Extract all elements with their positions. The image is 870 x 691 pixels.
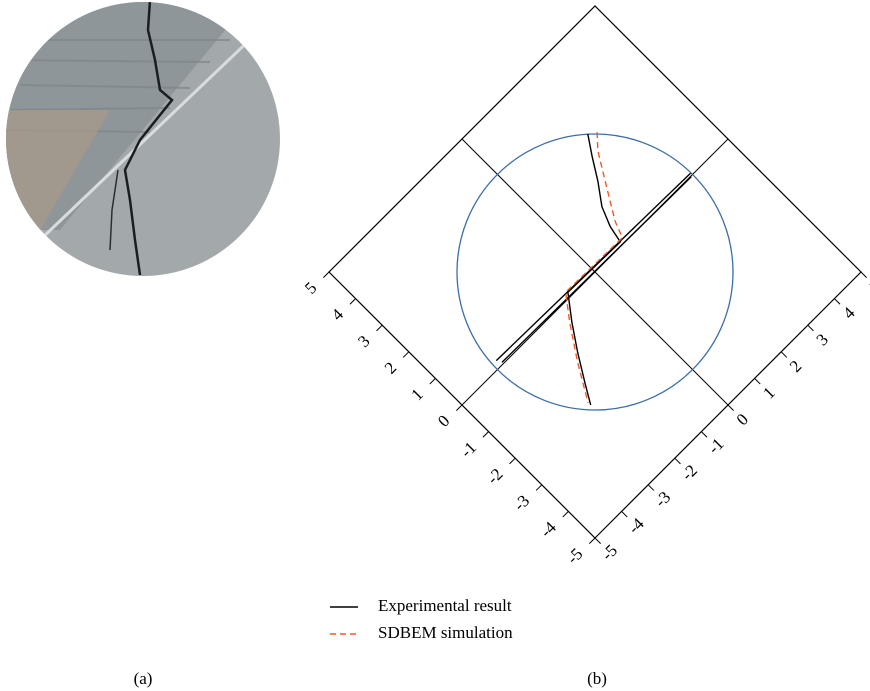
x-tick-label: -2 bbox=[678, 461, 701, 484]
panel-label: (a) bbox=[134, 669, 153, 688]
y-tick bbox=[456, 405, 462, 411]
x-tick bbox=[755, 378, 761, 384]
x-tick bbox=[728, 405, 734, 411]
x-tick-label: -1 bbox=[704, 434, 727, 457]
y-tick-label: -5 bbox=[563, 544, 586, 567]
y-tick bbox=[510, 458, 516, 464]
y-tick bbox=[563, 511, 569, 517]
panel-label: (b) bbox=[587, 669, 607, 688]
page: {"photo": {"label": "(a)"}, "chart_data"… bbox=[0, 0, 870, 691]
x-tick-label: 0 bbox=[733, 410, 752, 429]
y-tick-label: 0 bbox=[434, 411, 453, 430]
x-tick bbox=[781, 352, 787, 358]
y-tick-label: 1 bbox=[407, 385, 426, 404]
y-tick bbox=[403, 352, 409, 358]
y-tick-label: -3 bbox=[510, 491, 533, 514]
x-tick-label: -5 bbox=[598, 541, 621, 564]
y-tick-label: 2 bbox=[381, 358, 400, 377]
x-tick bbox=[861, 272, 867, 278]
y-tick-label: 4 bbox=[328, 305, 348, 325]
y-tick-label: 5 bbox=[301, 278, 320, 297]
x-tick-label: 2 bbox=[786, 357, 805, 376]
x-tick bbox=[808, 325, 814, 331]
legend-label: Experimental result bbox=[378, 596, 512, 615]
y-tick bbox=[323, 272, 329, 278]
photo bbox=[0, 0, 290, 290]
x-tick-label: -4 bbox=[624, 514, 648, 538]
x-tick-label: 4 bbox=[839, 303, 859, 323]
x-tick-label: 1 bbox=[759, 383, 778, 402]
y-tick bbox=[377, 325, 383, 331]
x-tick bbox=[834, 299, 840, 305]
y-tick bbox=[483, 432, 489, 438]
y-tick-label: -2 bbox=[483, 464, 506, 487]
x-tick bbox=[701, 432, 707, 438]
y-tick-label: -4 bbox=[536, 517, 560, 541]
x-tick bbox=[622, 511, 628, 517]
y-tick bbox=[350, 299, 356, 305]
x-tick-label: 3 bbox=[813, 330, 832, 349]
x-tick-label: 5 bbox=[866, 277, 870, 296]
y-tick bbox=[536, 485, 542, 491]
y-tick-label: 3 bbox=[354, 331, 373, 350]
legend-label: SDBEM simulation bbox=[378, 623, 513, 642]
y-tick-label: -1 bbox=[457, 438, 480, 461]
x-tick bbox=[595, 538, 601, 544]
y-tick bbox=[430, 378, 436, 384]
x-tick bbox=[675, 458, 681, 464]
y-tick bbox=[589, 538, 595, 544]
x-tick-label: -3 bbox=[651, 488, 674, 511]
x-tick bbox=[648, 485, 654, 491]
crack-path bbox=[496, 134, 691, 405]
figure: (a) (b) -5-4-3-2-1012345-5-4-3-2-1012345… bbox=[0, 0, 870, 691]
